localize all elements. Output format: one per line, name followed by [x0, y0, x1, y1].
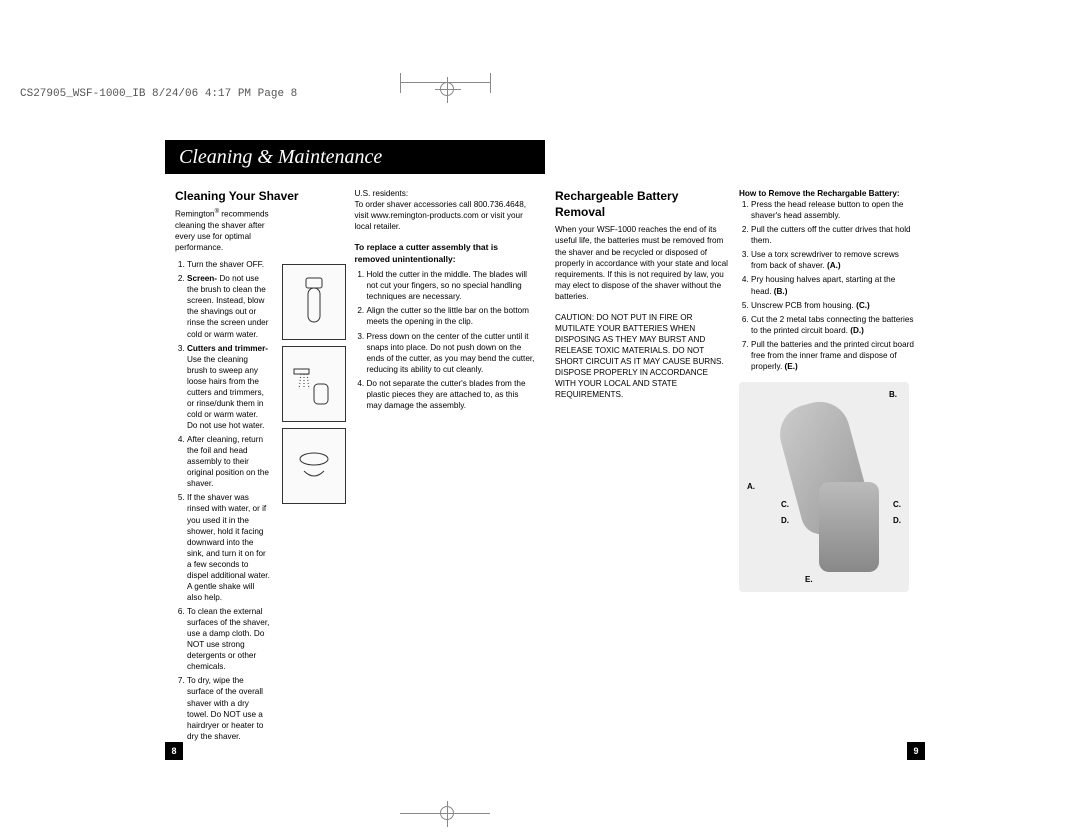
- page-right: Rechargeable BatteryRemoval When your WS…: [545, 140, 925, 760]
- bstep-4: Pry housing halves apart, starting at th…: [751, 274, 915, 296]
- bstep-6: Cut the 2 metal tabs connecting the batt…: [751, 314, 915, 336]
- diagram-label-c2: C.: [893, 500, 901, 511]
- bstep-1: Press the head release button to open th…: [751, 199, 915, 221]
- step-6: To clean the external surfaces of the sh…: [187, 606, 270, 672]
- bstep-3: Use a torx screwdriver to remove screws …: [751, 249, 915, 271]
- step-4: After cleaning, return the foil and head…: [187, 434, 270, 489]
- diagram-label-c1: C.: [781, 500, 789, 511]
- print-header: CS27905_WSF-1000_IB 8/24/06 4:17 PM Page…: [20, 88, 297, 100]
- replace-steps: Hold the cutter in the middle. The blade…: [354, 269, 535, 411]
- section-title-bar: Cleaning & Maintenance: [165, 140, 545, 174]
- page-spread: Cleaning & Maintenance Cleaning Your Sha…: [165, 140, 925, 760]
- left-col-1: Cleaning Your Shaver Remington® recommen…: [175, 188, 346, 745]
- heading-battery: Rechargeable BatteryRemoval: [555, 188, 731, 220]
- illustration-column: [276, 208, 346, 745]
- heading-cleaning: Cleaning Your Shaver: [175, 188, 346, 204]
- illustration-rinse-icon: [282, 346, 346, 422]
- replace-step-3: Press down on the center of the cutter u…: [366, 331, 535, 375]
- us-residents-line: U.S. residents:: [354, 188, 535, 199]
- left-col-2: U.S. residents: To order shaver accessor…: [354, 188, 535, 745]
- right-col-2: How to Remove the Rechargable Battery: P…: [739, 188, 915, 592]
- replace-step-4: Do not separate the cutter's blades from…: [366, 378, 535, 411]
- battery-diagram: B. A. C. C. D. D. E.: [739, 382, 909, 592]
- how-to-heading: How to Remove the Rechargable Battery:: [739, 188, 915, 199]
- step-2: Screen- Do not use the brush to clean th…: [187, 273, 270, 339]
- page-left: Cleaning & Maintenance Cleaning Your Sha…: [165, 140, 545, 760]
- title-bar-spacer: [555, 140, 915, 174]
- intro-text: Remington® recommends cleaning the shave…: [175, 208, 270, 253]
- page-number-left: 8: [165, 742, 183, 760]
- right-content: Rechargeable BatteryRemoval When your WS…: [555, 174, 915, 592]
- cleaning-steps: Turn the shaver OFF. Screen- Do not use …: [175, 259, 270, 742]
- registration-mark-bottom: [440, 806, 454, 820]
- diagram-label-e: E.: [805, 575, 813, 586]
- bstep-5: Unscrew PCB from housing. (C.): [751, 300, 915, 311]
- replace-step-2: Align the cutter so the little bar on th…: [366, 305, 535, 327]
- caution-text: CAUTION: DO NOT PUT IN FIRE OR MUTILATE …: [555, 312, 731, 401]
- registration-mark-top: [440, 82, 454, 96]
- step-1: Turn the shaver OFF.: [187, 259, 270, 270]
- step-7: To dry, wipe the surface of the overall …: [187, 675, 270, 741]
- battery-remove-steps: Press the head release button to open th…: [739, 199, 915, 372]
- diagram-label-b: B.: [889, 390, 897, 401]
- bstep-2: Pull the cutters off the cutter drives t…: [751, 224, 915, 246]
- diagram-label-a: A.: [747, 482, 755, 493]
- diagram-label-d1: D.: [781, 516, 789, 527]
- illustration-brush-icon: [282, 428, 346, 504]
- diagram-battery-shape: [819, 482, 879, 572]
- replace-step-1: Hold the cutter in the middle. The blade…: [366, 269, 535, 302]
- bstep-7: Pull the batteries and the printed circu…: [751, 339, 915, 372]
- page-number-right: 9: [907, 742, 925, 760]
- illustration-shaver-icon: [282, 264, 346, 340]
- us-residents-text: To order shaver accessories call 800.736…: [354, 199, 535, 232]
- replace-heading: To replace a cutter assembly that is rem…: [354, 242, 535, 265]
- step-3: Cutters and trimmer- Use the cleaning br…: [187, 343, 270, 432]
- right-col-1: Rechargeable BatteryRemoval When your WS…: [555, 188, 731, 592]
- step-5: If the shaver was rinsed with water, or …: [187, 492, 270, 603]
- battery-intro: When your WSF-1000 reaches the end of it…: [555, 224, 731, 301]
- diagram-label-d2: D.: [893, 516, 901, 527]
- left-content: Cleaning Your Shaver Remington® recommen…: [175, 174, 535, 745]
